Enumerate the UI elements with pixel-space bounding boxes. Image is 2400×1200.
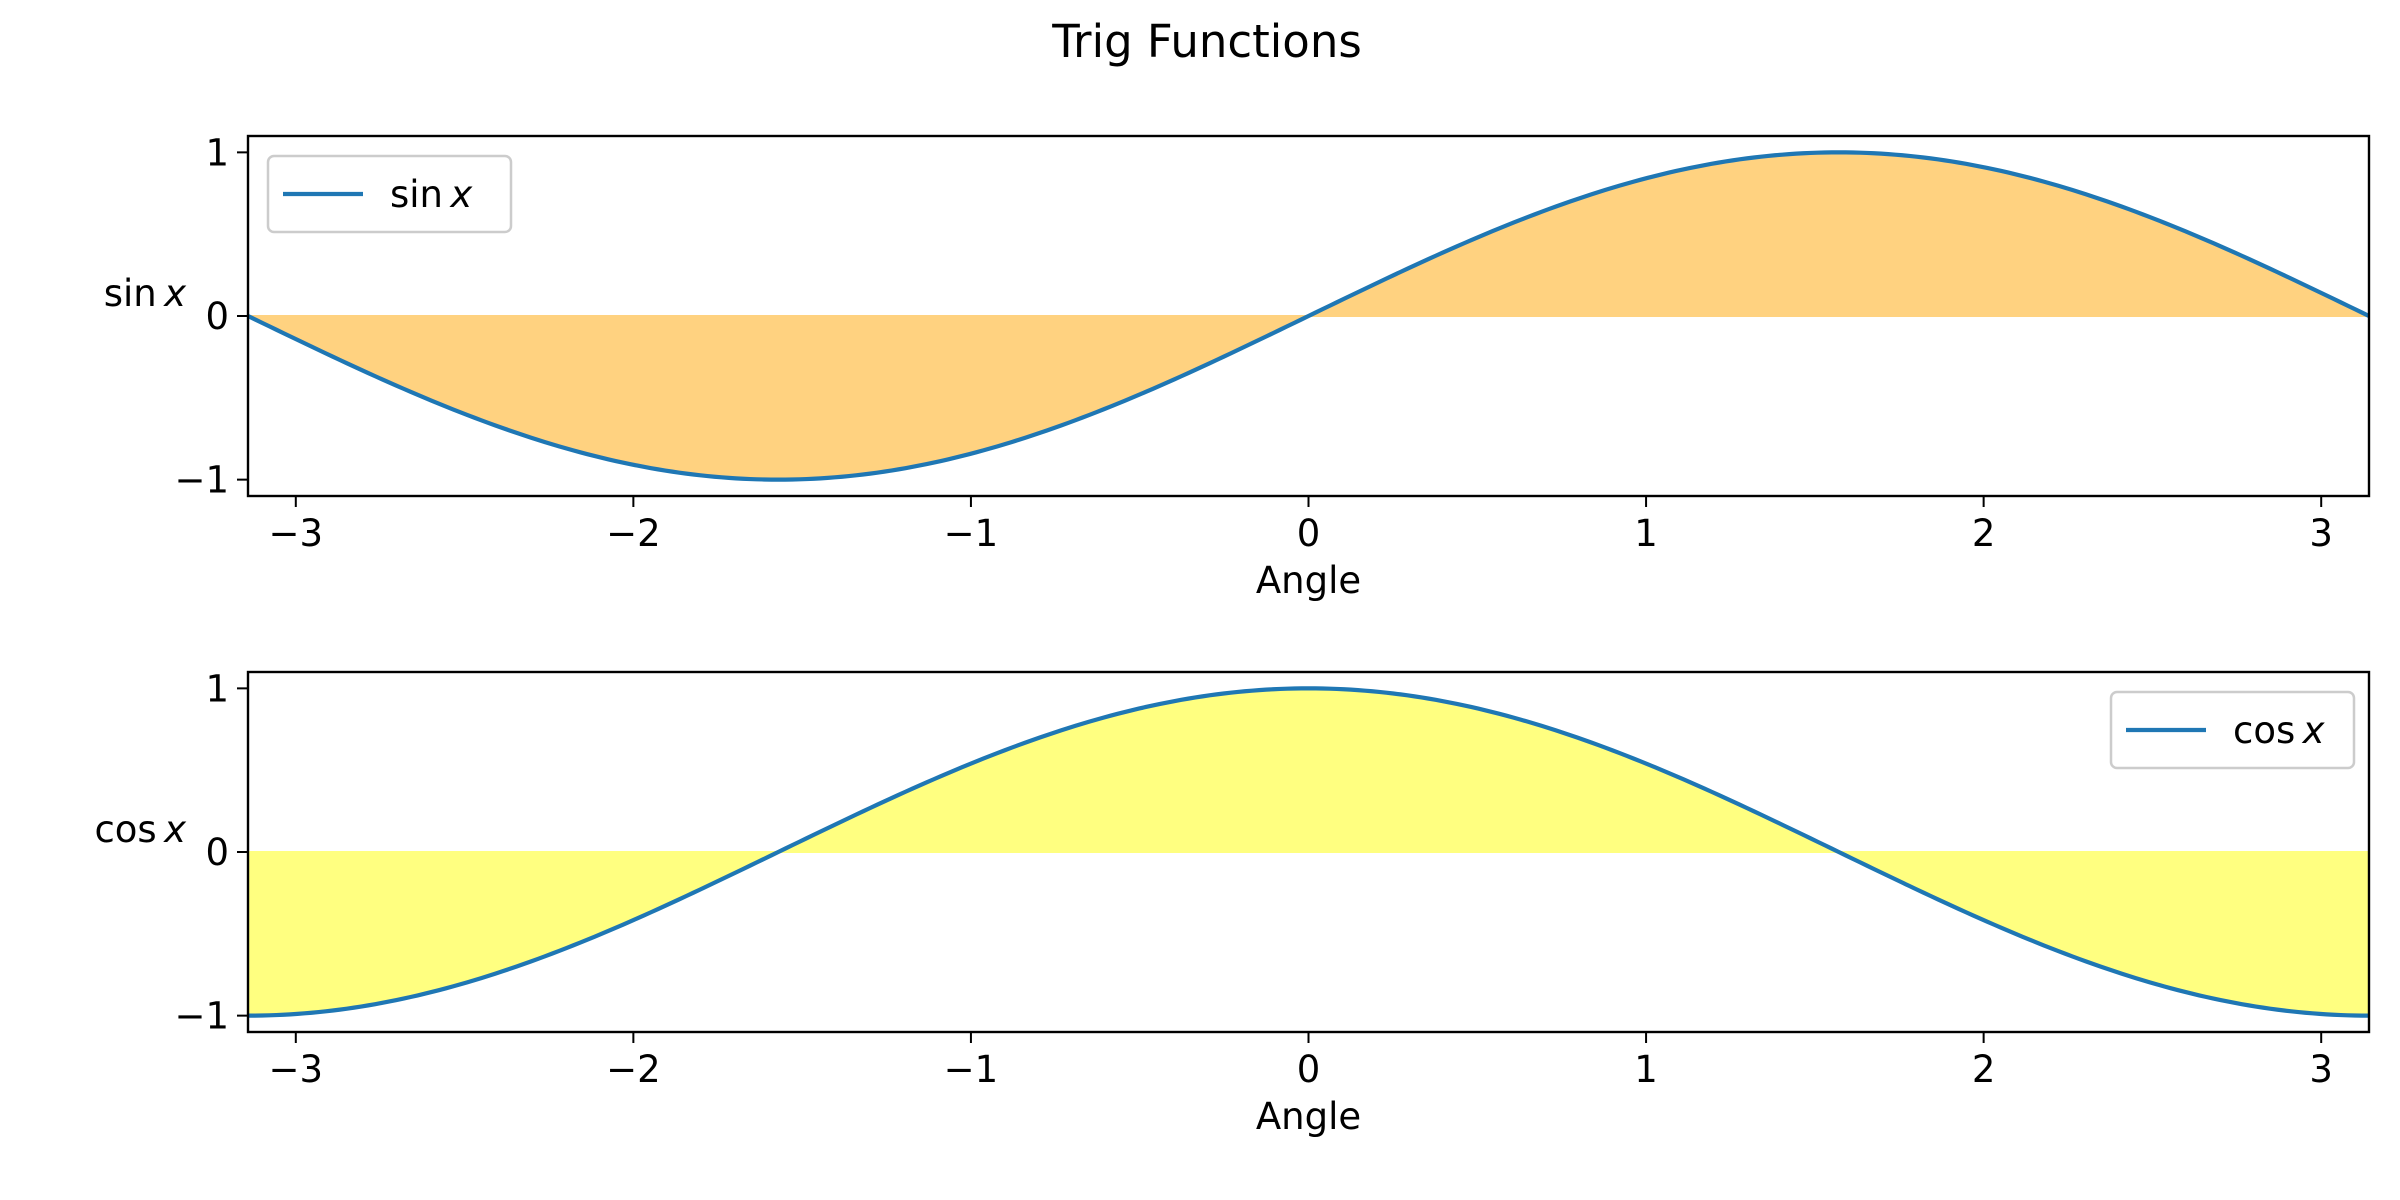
x-axis-label: Angle bbox=[1256, 559, 1361, 602]
y-tick-label: −1 bbox=[174, 459, 229, 502]
y-axis-label-var: x bbox=[157, 808, 187, 851]
legend: cos x bbox=[2109, 690, 2356, 770]
series-line-sin bbox=[247, 150, 2370, 482]
y-tick-label: 0 bbox=[205, 295, 229, 338]
x-tick-label: 0 bbox=[1297, 1048, 1321, 1091]
x-tick-label: 3 bbox=[2309, 1048, 2333, 1091]
legend-label: sin x bbox=[390, 173, 473, 216]
x-tick-label: 1 bbox=[1634, 512, 1658, 555]
legend-label-var: x bbox=[2295, 709, 2325, 752]
legend-label-func: cos bbox=[2233, 709, 2295, 752]
legend-label-func: sin bbox=[390, 173, 443, 216]
x-tick-label: −2 bbox=[606, 1048, 661, 1091]
legend-label-var: x bbox=[443, 173, 473, 216]
x-tick-label: 3 bbox=[2309, 512, 2333, 555]
y-axis-label: cos x bbox=[94, 808, 187, 851]
x-tick-label: 2 bbox=[1972, 1048, 1996, 1091]
x-tick-label: −2 bbox=[606, 512, 661, 555]
x-tick-label: −1 bbox=[944, 512, 999, 555]
y-tick-label: 0 bbox=[205, 831, 229, 874]
legend-label: cos x bbox=[2233, 709, 2326, 752]
legend: sin x bbox=[266, 154, 513, 234]
legend-box bbox=[2109, 690, 2356, 770]
x-axis-label: Angle bbox=[1256, 1095, 1361, 1138]
y-axis-label-func: cos bbox=[94, 808, 156, 851]
x-tick-label: −1 bbox=[944, 1048, 999, 1091]
y-tick-label: 1 bbox=[205, 131, 229, 174]
y-tick-label: −1 bbox=[174, 995, 229, 1038]
x-tick-label: −3 bbox=[269, 512, 324, 555]
x-tick-label: 2 bbox=[1972, 512, 1996, 555]
series-line-cos bbox=[247, 686, 2370, 1018]
y-axis-label: sin x bbox=[104, 272, 187, 315]
fill-area-cos bbox=[247, 687, 2370, 1017]
y-axis-label-func: sin bbox=[104, 272, 157, 315]
x-tick-label: 0 bbox=[1297, 512, 1321, 555]
legend-box bbox=[266, 154, 513, 234]
x-tick-label: −3 bbox=[269, 1048, 324, 1091]
figure-title: Trig Functions bbox=[1051, 15, 1362, 68]
x-tick-label: 1 bbox=[1634, 1048, 1658, 1091]
y-axis-label-var: x bbox=[157, 272, 187, 315]
y-tick-label: 1 bbox=[205, 667, 229, 710]
